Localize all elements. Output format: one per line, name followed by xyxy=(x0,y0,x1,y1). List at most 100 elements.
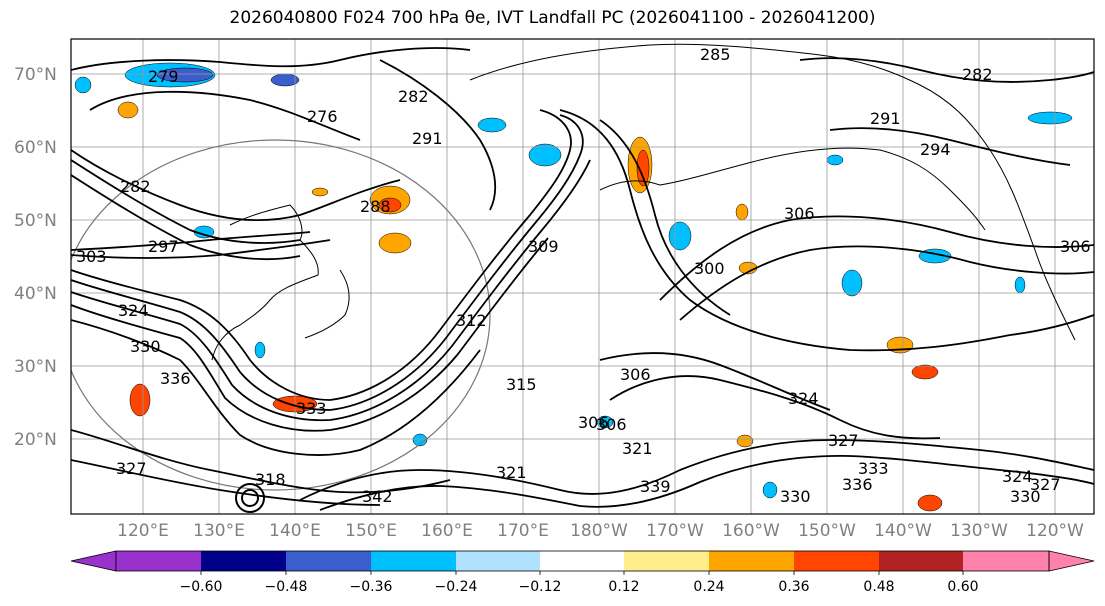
colorbar-tick-label: −0.12 xyxy=(519,579,562,595)
shade-blob xyxy=(841,269,863,297)
contour-label: 330 xyxy=(130,337,161,356)
lat-label: 70°N xyxy=(14,65,57,85)
shade-blob xyxy=(254,341,266,359)
contour-line xyxy=(71,174,301,261)
contour-line xyxy=(609,375,941,440)
colorbar-swatch xyxy=(624,551,709,571)
contour-line xyxy=(71,47,471,71)
contour-label: 327 xyxy=(1030,475,1061,494)
longitude-labels: 120°E 130°E 140°E 150°E 160°E 170°E 180°… xyxy=(117,521,1084,541)
asia-coastline xyxy=(211,204,319,361)
shade-blob xyxy=(378,232,412,254)
contour-line xyxy=(71,319,481,456)
lon-label: 160°W xyxy=(722,521,780,541)
shade-blob xyxy=(735,203,749,221)
shade-blob xyxy=(1027,111,1073,125)
lon-label: 170°E xyxy=(497,521,549,541)
colorbar-swatch xyxy=(794,551,879,571)
contour-line xyxy=(799,57,1094,83)
alaska-aleutians-coastline xyxy=(599,147,986,231)
contour-label: 300 xyxy=(694,259,725,278)
shade-blob xyxy=(311,187,329,197)
contour-label: 291 xyxy=(870,109,901,128)
shade-blob xyxy=(596,415,614,429)
colorbar-tick-label: −0.48 xyxy=(265,579,308,595)
shade-blob xyxy=(762,481,778,499)
contour-label: 285 xyxy=(700,45,731,64)
contour-closed-low xyxy=(235,483,265,513)
colorbar-swatch xyxy=(371,551,456,571)
contour-label: 291 xyxy=(412,129,443,148)
shaded-anomalies xyxy=(74,62,1073,512)
shade-blob xyxy=(1014,276,1026,294)
lat-label: 60°N xyxy=(14,138,57,158)
contour-line xyxy=(379,59,497,211)
shade-blob xyxy=(74,76,92,94)
contour-label: 297 xyxy=(148,237,179,256)
lon-label: 140°W xyxy=(874,521,932,541)
colorbar-swatch xyxy=(963,551,1049,571)
coastlines xyxy=(211,43,1076,361)
colorbar-swatch xyxy=(709,551,794,571)
shade-blob xyxy=(917,494,943,512)
contour-line xyxy=(319,455,1094,511)
contour-line xyxy=(71,239,331,259)
contour-line xyxy=(659,215,1094,301)
contour-line xyxy=(71,149,401,222)
contour-label: 306 xyxy=(1060,237,1091,256)
contour-label: 309 xyxy=(528,237,559,256)
contour-label: 333 xyxy=(858,459,889,478)
contour-line xyxy=(71,109,572,401)
lat-label: 50°N xyxy=(14,211,57,231)
contour-label: 306 xyxy=(784,204,815,223)
contour-label: 306 xyxy=(620,365,651,384)
contour-labels: 279 276 282 285 282 291 291 294 288 282 … xyxy=(76,45,1091,506)
lon-label: 140°E xyxy=(269,521,321,541)
lon-label: 150°W xyxy=(798,521,856,541)
lon-label: 160°E xyxy=(421,521,473,541)
lat-label: 20°N xyxy=(14,430,57,450)
contour-line xyxy=(71,159,301,244)
contour-line xyxy=(89,90,361,141)
lon-label: 120°W xyxy=(1026,521,1084,541)
north-america-coastline xyxy=(469,43,1076,341)
colorbar-tick-label: −0.60 xyxy=(180,579,223,595)
map-frame xyxy=(70,38,1095,515)
colorbar-extend-low xyxy=(70,550,117,572)
contour-label: 324 xyxy=(788,389,819,408)
colorbar-tick-label: 0.60 xyxy=(947,579,978,595)
colorbar-tick-label: 0.48 xyxy=(863,579,894,595)
contour-label: 336 xyxy=(160,369,191,388)
colorbar-tick-label: 0.36 xyxy=(778,579,809,595)
contour-label: 327 xyxy=(116,459,147,478)
contour-line xyxy=(829,127,1071,166)
shade-blob xyxy=(636,149,650,187)
contour-label: 321 xyxy=(496,463,527,482)
shade-blob xyxy=(826,154,844,166)
contour-label: 321 xyxy=(622,439,653,458)
colorbar-swatch xyxy=(456,551,540,571)
contour-label: 342 xyxy=(362,487,393,506)
contour-label: 336 xyxy=(842,475,873,494)
contour-label: 279 xyxy=(148,67,179,86)
contour-line xyxy=(559,109,1094,352)
shade-blob xyxy=(911,364,939,380)
colorbar-swatch xyxy=(286,551,371,571)
colorbar-swatch xyxy=(540,551,624,571)
shade-blob xyxy=(736,434,754,448)
contour-label: 330 xyxy=(780,487,811,506)
contour-label: 333 xyxy=(296,399,327,418)
shade-blob xyxy=(668,221,692,251)
contour-label: 288 xyxy=(360,197,391,216)
colorbar-tick-label: −0.24 xyxy=(435,579,478,595)
map-plot-area: 279 276 282 285 282 291 291 294 288 282 … xyxy=(71,39,1094,514)
contour-line xyxy=(71,231,311,251)
map-title: 2026040800 F024 700 hPa θe, IVT Landfall… xyxy=(229,8,876,28)
contour-line xyxy=(71,459,381,506)
contour-label: 306 xyxy=(596,415,627,434)
contour-label: 306 xyxy=(578,413,609,432)
shade-blob xyxy=(378,197,402,213)
contour-label: 315 xyxy=(506,375,537,394)
lat-label: 40°N xyxy=(14,284,57,304)
contour-label: 282 xyxy=(962,65,993,84)
